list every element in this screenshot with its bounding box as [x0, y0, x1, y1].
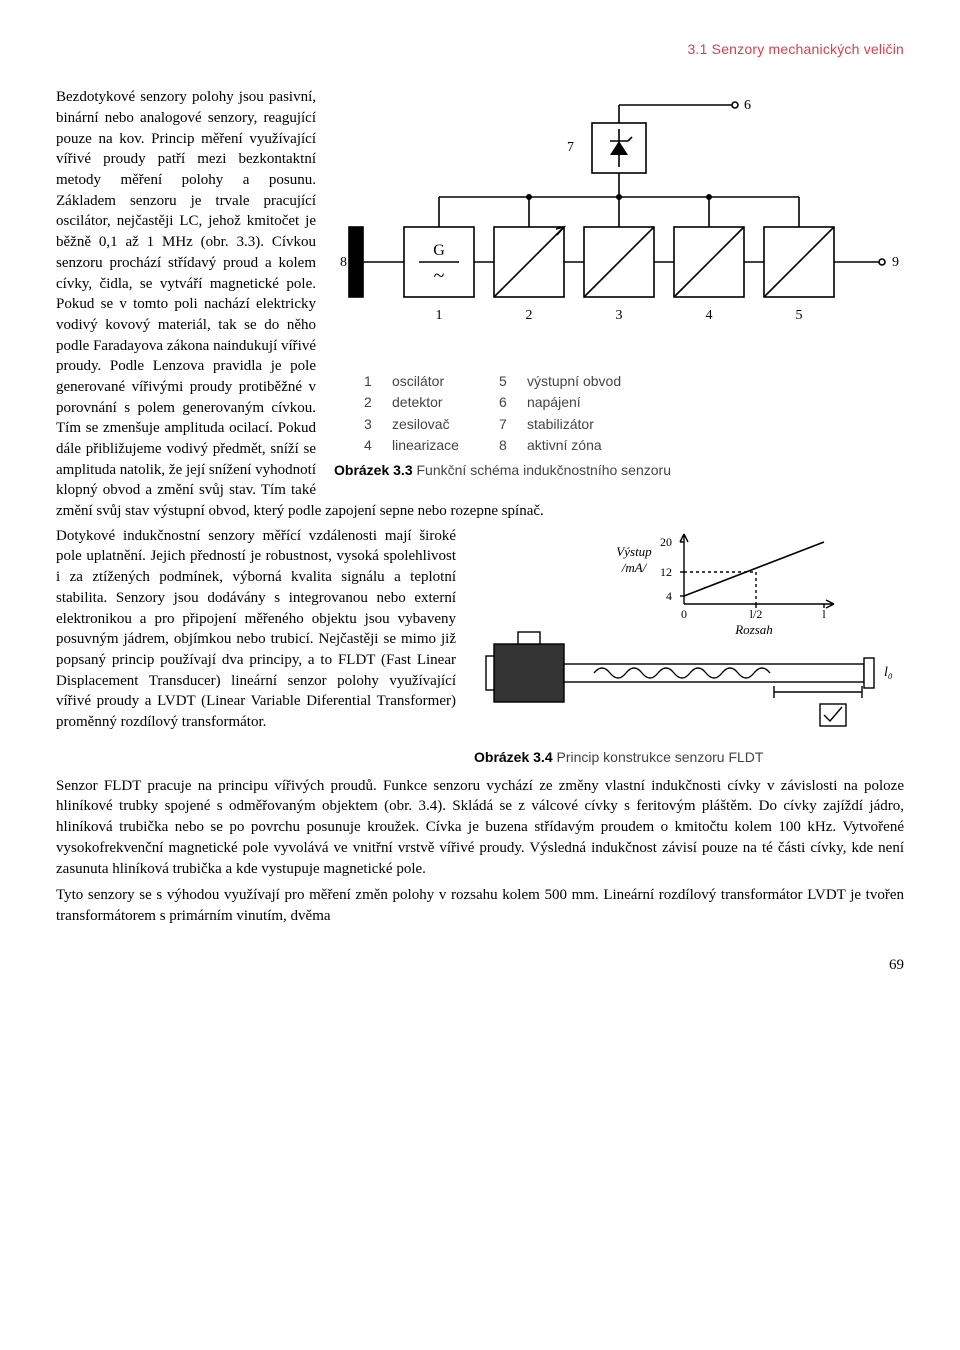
- svg-text:0: 0: [681, 607, 687, 621]
- svg-text:l₀: l₀: [884, 665, 893, 680]
- figure-3-3-caption: Obrázek 3.3 Funkční schéma indukčnostníh…: [334, 461, 904, 480]
- svg-text:4: 4: [666, 589, 672, 603]
- figure-3-3: G ~: [334, 87, 904, 480]
- svg-text:l/2: l/2: [750, 607, 763, 621]
- figure-3-4: 20 12 4 0 l/2 l Výstup /mA/ Rozsah: [474, 526, 904, 768]
- page-number: 69: [56, 955, 904, 976]
- svg-text:12: 12: [660, 565, 672, 579]
- svg-text:5: 5: [796, 308, 803, 323]
- svg-text:3: 3: [616, 308, 623, 323]
- svg-text:20: 20: [660, 535, 672, 549]
- svg-text:8: 8: [340, 255, 347, 270]
- svg-text:9: 9: [892, 255, 899, 270]
- svg-text:Rozsah: Rozsah: [734, 622, 773, 637]
- text-column: G ~: [56, 87, 904, 926]
- svg-text:~: ~: [434, 265, 445, 287]
- paragraph-fldt: Senzor FLDT pracuje na principu vířivých…: [56, 776, 904, 879]
- svg-text:Výstup: Výstup: [616, 544, 652, 559]
- figure-3-4-caption: Obrázek 3.4 Princip konstrukce senzoru F…: [474, 748, 904, 767]
- svg-text:/mA/: /mA/: [621, 560, 648, 575]
- svg-text:6: 6: [744, 98, 751, 113]
- figure-3-4-svg: 20 12 4 0 l/2 l Výstup /mA/ Rozsah: [474, 526, 904, 736]
- figure-3-3-svg: G ~: [334, 87, 904, 357]
- paragraph-tail: Tyto senzory se s výhodou využívají pro …: [56, 885, 904, 926]
- svg-text:2: 2: [526, 308, 533, 323]
- svg-text:l: l: [822, 607, 826, 621]
- svg-text:4: 4: [706, 308, 713, 323]
- figure-3-3-legend: 1oscilátor 2detektor 3zesilovač 4lineari…: [334, 372, 904, 455]
- svg-text:7: 7: [567, 140, 574, 155]
- running-head: 3.1 Senzory mechanických veličin: [56, 40, 904, 59]
- svg-text:G: G: [433, 242, 445, 259]
- svg-text:1: 1: [436, 308, 443, 323]
